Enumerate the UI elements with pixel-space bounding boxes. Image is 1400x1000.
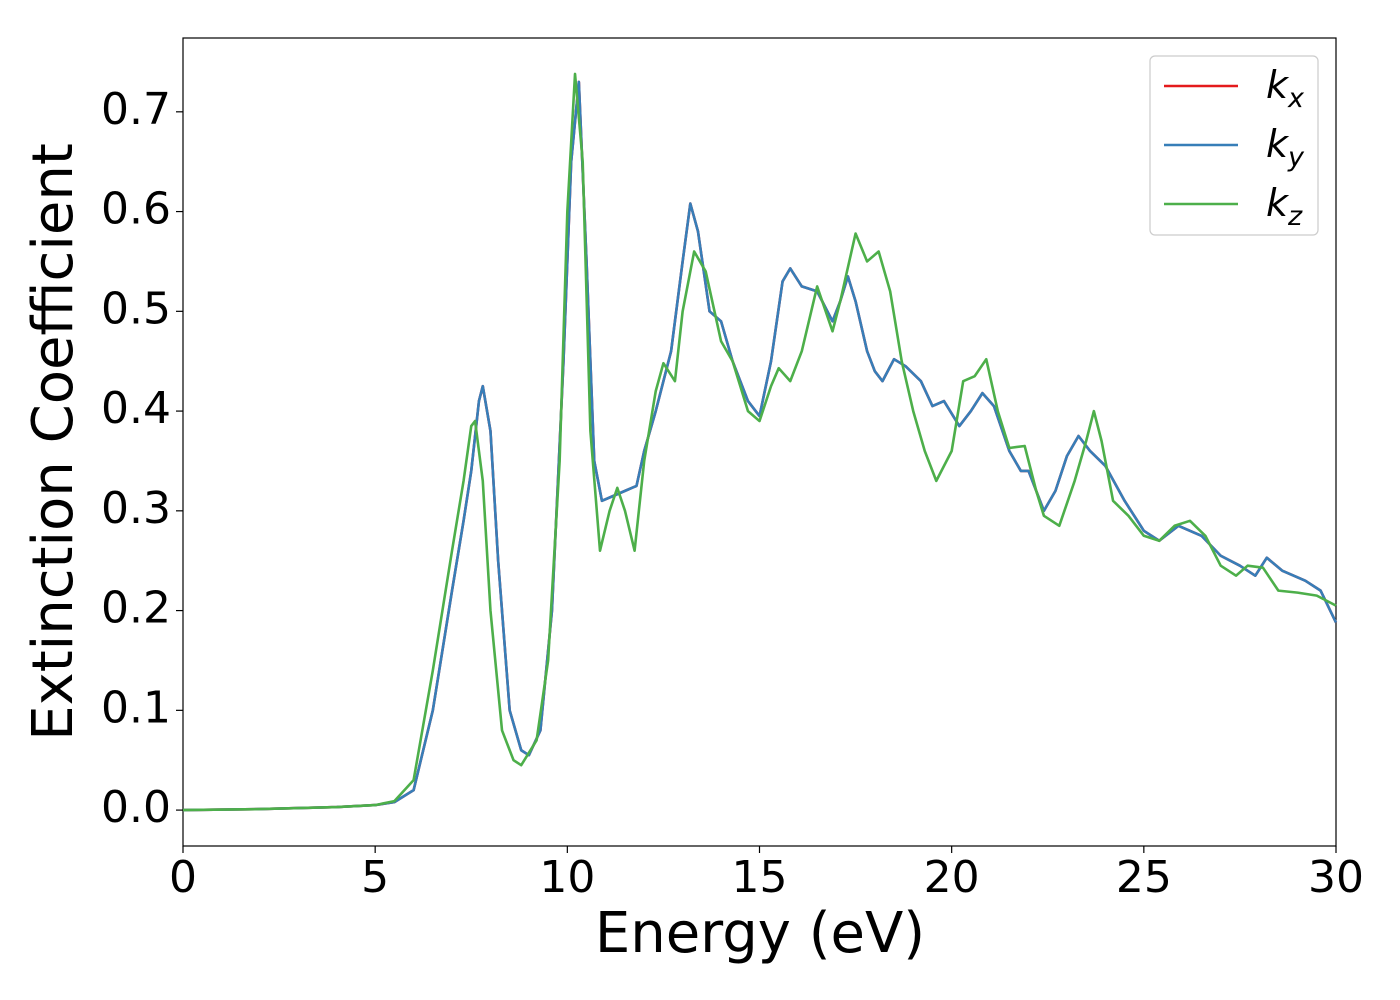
legend-label: ky xyxy=(1266,122,1305,173)
x-tick-label: 5 xyxy=(361,852,389,903)
y-tick-label: 0.7 xyxy=(101,84,171,135)
y-axis-label: Extinction Coefficient xyxy=(21,143,86,741)
x-tick-label: 20 xyxy=(924,852,980,903)
y-tick-label: 0.5 xyxy=(101,283,171,334)
x-axis-label: Energy (eV) xyxy=(595,901,925,966)
series-line xyxy=(182,72,1337,812)
y-tick-label: 0.4 xyxy=(101,383,171,434)
x-tick-label: 0 xyxy=(169,852,197,903)
y-tick-label: 0.3 xyxy=(101,483,171,534)
x-tick-label: 30 xyxy=(1308,852,1364,903)
y-tick-label: 0.0 xyxy=(101,782,171,833)
y-tick-label: 0.1 xyxy=(101,682,171,733)
x-tick-label: 25 xyxy=(1116,852,1172,903)
x-tick-label: 10 xyxy=(539,852,595,903)
legend-label: kz xyxy=(1266,181,1303,232)
series-line xyxy=(182,80,1338,812)
x-tick-label: 15 xyxy=(732,852,788,903)
y-tick-label: 0.2 xyxy=(101,583,171,634)
y-tick-label: 0.6 xyxy=(101,184,171,235)
legend-label: kx xyxy=(1266,63,1305,114)
